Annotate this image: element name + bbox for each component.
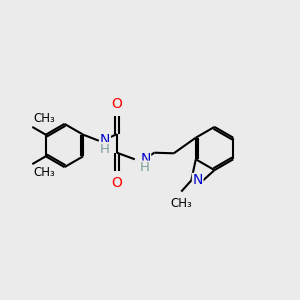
Text: N: N [193,173,203,188]
Text: O: O [111,176,122,190]
Text: H: H [140,161,150,174]
Text: H: H [100,142,110,156]
Text: CH₃: CH₃ [34,112,56,125]
Text: CH₃: CH₃ [170,197,192,210]
Text: O: O [111,97,122,111]
Text: N: N [100,133,110,147]
Text: N: N [140,152,151,166]
Text: CH₃: CH₃ [34,166,56,178]
